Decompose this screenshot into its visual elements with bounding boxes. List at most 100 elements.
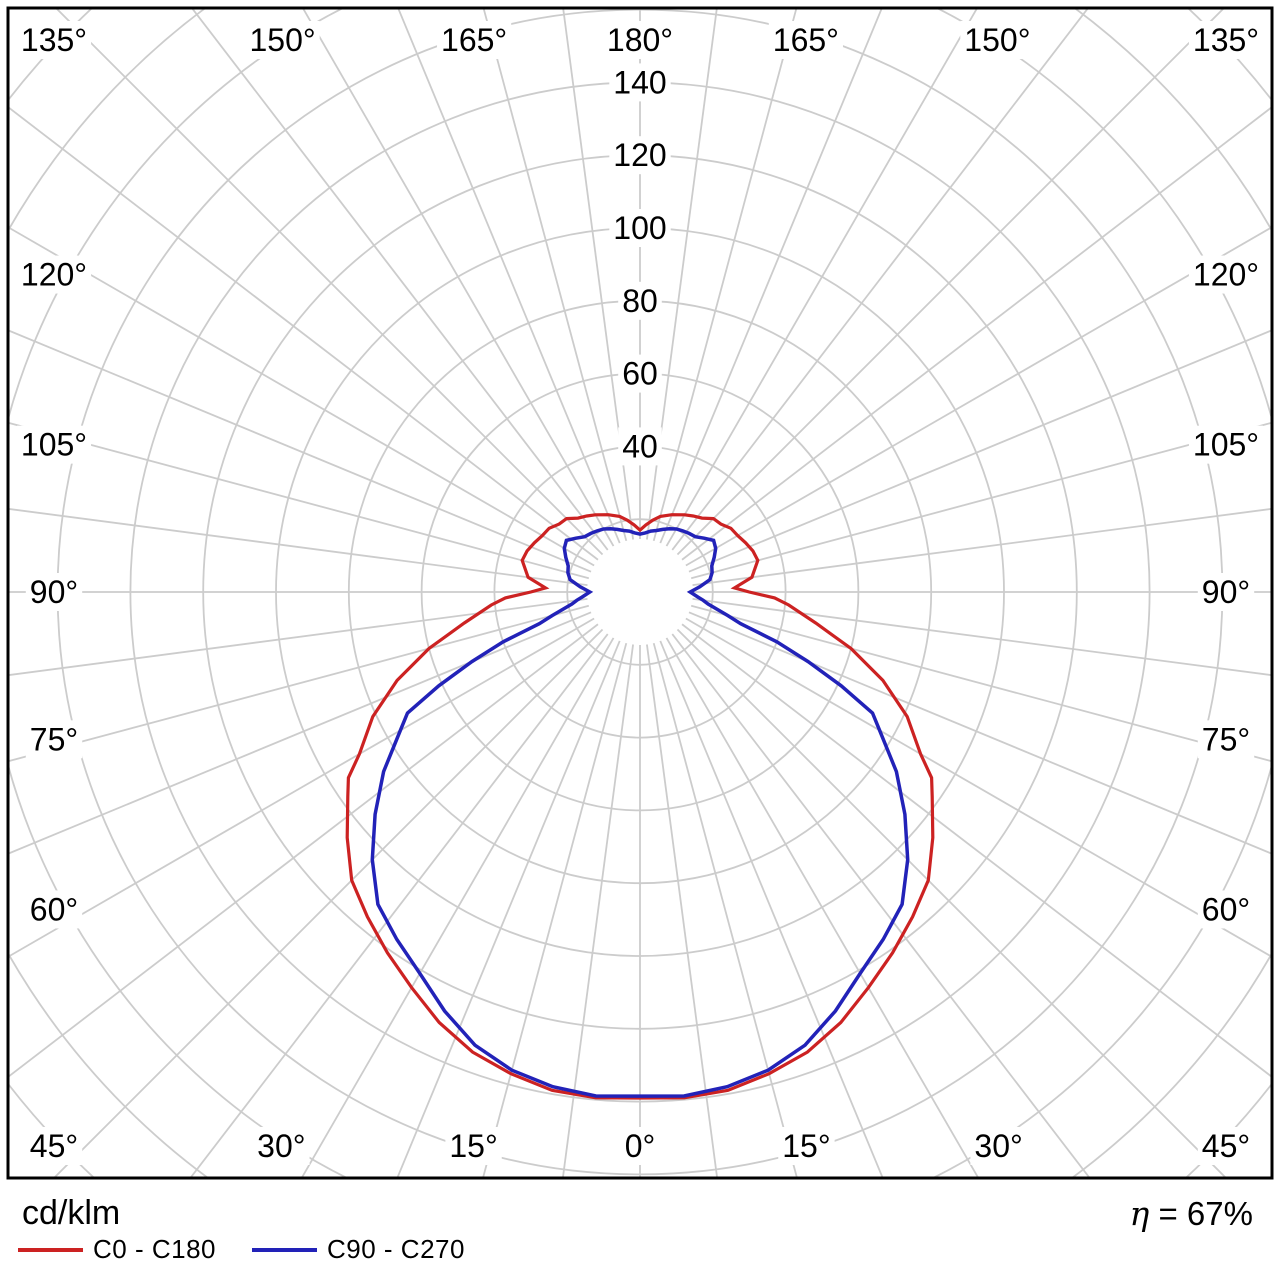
angle-label-bg [1188, 21, 1264, 59]
angle-label: 45° [1202, 1128, 1250, 1164]
polar-grid-spoke [396, 640, 621, 1178]
angle-label-bg [253, 1127, 310, 1165]
angle-label: 60° [1202, 891, 1250, 927]
radial-tick-label: 120 [613, 137, 666, 173]
angle-label: 120° [1193, 257, 1259, 293]
angle-label: 75° [30, 721, 78, 757]
angle-label: 60° [30, 891, 78, 927]
radial-tick-label: 40 [622, 428, 658, 464]
polar-grid-spoke [8, 598, 588, 677]
angle-label-bg [602, 21, 678, 59]
polar-grid-spoke [665, 8, 979, 547]
angle-label: 150° [964, 22, 1030, 58]
legend-item-c90-c270: C90 - C270 [252, 1234, 465, 1265]
angle-label-bg [25, 573, 83, 611]
radial-tick-label-bg [609, 136, 671, 175]
angle-label: 0° [625, 1128, 656, 1164]
axis-labels: 0° 15° 15° 30° 30° 45° 45° 60° 60° 75° 75° 90° 90° 10… [16, 21, 1264, 1165]
polar-grid-spoke [8, 507, 588, 586]
polar-grid-spoke [300, 637, 615, 1178]
polar-grid-spoke [54, 8, 604, 556]
chart-legend: C0 - C180 C90 - C270 [18, 1234, 465, 1265]
angle-label-bg [1188, 425, 1264, 464]
polar-grid-spoke [688, 611, 1272, 855]
angle-label: 75° [1202, 721, 1250, 757]
polar-grid-spoke [676, 628, 1228, 1178]
polar-grid-spoke [690, 421, 1272, 580]
radial-tick-label-bg [609, 63, 671, 102]
angle-label-bg [768, 21, 843, 59]
curve-c0-c180 [345, 513, 935, 1100]
angle-label: 15° [449, 1128, 497, 1164]
polar-grid-spoke [681, 623, 1272, 1079]
polar-grid-spoke [8, 421, 590, 580]
angle-label-bg [960, 21, 1035, 59]
polar-grid-spoke [301, 8, 615, 547]
polar-grid-spoke [688, 329, 1272, 573]
polar-grid-spoke [646, 8, 718, 540]
angle-label: 30° [257, 1128, 305, 1164]
legend-line-blue [252, 1247, 317, 1252]
legend-item-c0-c180: C0 - C180 [18, 1234, 216, 1265]
polar-grid-spoke [8, 604, 590, 763]
angle-label-bg [25, 1127, 83, 1165]
radial-tick-label: 140 [613, 64, 666, 100]
angle-label: 90° [30, 574, 78, 610]
angle-label-bg [16, 21, 92, 59]
angle-label-bg [620, 1127, 660, 1165]
angle-label-bg [16, 255, 92, 294]
angle-label-bg [25, 890, 83, 929]
polar-grid-spoke [8, 105, 599, 561]
polar-grid-spoke [8, 611, 592, 855]
angle-label-bg [16, 425, 92, 464]
polar-grid-spoke [190, 8, 609, 551]
polar-grid-spoke [671, 8, 1090, 551]
angle-label-bg [1197, 890, 1255, 929]
chart-frame [6, 6, 1274, 1180]
unit-label: cd/klm [22, 1194, 121, 1232]
polar-grid-spoke [562, 8, 634, 540]
angle-label: 135° [21, 22, 87, 58]
angle-label-bg [437, 21, 512, 59]
angle-label: 135° [1193, 22, 1259, 58]
polar-grid-spoke [189, 633, 609, 1178]
polar-grid-spoke [692, 507, 1272, 586]
angle-label: 120° [21, 257, 87, 293]
angle-label: 165° [773, 22, 839, 58]
polar-grid-spoke [665, 637, 980, 1178]
radial-tick-label-bg [618, 281, 662, 320]
angle-label: 165° [441, 22, 507, 58]
polar-grid-spoke [671, 633, 1091, 1178]
legend-line-red [18, 1247, 83, 1252]
polar-grid-spoke [482, 8, 628, 542]
polar-grid-spoke [685, 617, 1272, 958]
angle-label: 105° [1193, 427, 1259, 463]
angle-label-bg [445, 1127, 502, 1165]
angle-label-bg [25, 720, 83, 759]
polar-grid-spoke [482, 642, 628, 1178]
polar-grid-spoke [652, 8, 798, 542]
angle-label: 150° [250, 22, 316, 58]
angle-label-bg [970, 1127, 1027, 1165]
polar-grid-spoke [8, 329, 592, 573]
angle-label-bg [245, 21, 320, 59]
polar-grid-spoke [561, 644, 634, 1178]
radial-tick-label-bg [618, 427, 662, 466]
angle-label: 30° [974, 1128, 1022, 1164]
angle-label: 15° [782, 1128, 830, 1164]
polar-grid-spoke [397, 8, 621, 544]
polar-grid-spoke [690, 604, 1272, 763]
angle-label-bg [1197, 573, 1255, 611]
radial-tick-label-bg [618, 354, 662, 393]
photometric-curves [345, 513, 935, 1100]
angle-label-bg [1197, 1127, 1255, 1165]
angle-label-bg [778, 1127, 835, 1165]
angle-label: 180° [607, 22, 673, 58]
legend-label-c90-c270: C90 - C270 [327, 1234, 465, 1264]
polar-grid-spoke [8, 617, 595, 958]
angle-label: 45° [30, 1128, 78, 1164]
polar-grid-spoke [652, 642, 798, 1178]
polar-grid-spoke [646, 644, 719, 1178]
